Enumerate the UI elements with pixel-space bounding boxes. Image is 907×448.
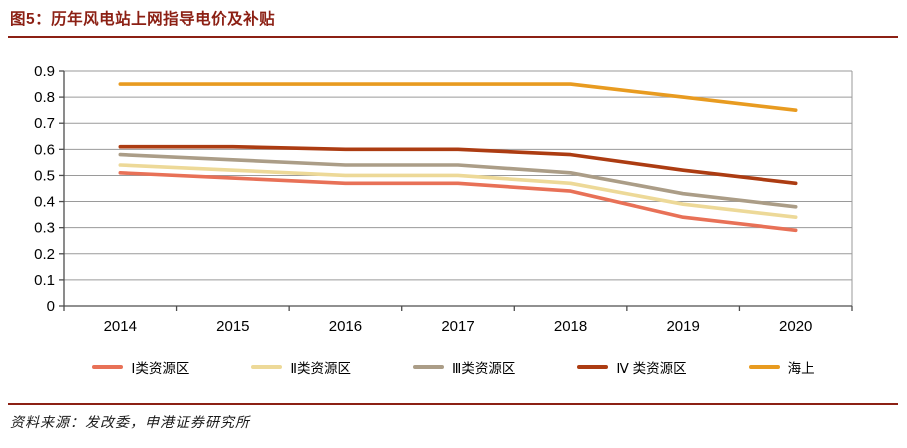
x-tick-label: 2014 bbox=[104, 318, 137, 335]
legend-label: Ⅰ类资源区 bbox=[131, 361, 190, 376]
x-tick-label: 2016 bbox=[329, 318, 362, 335]
legend-swatch bbox=[577, 365, 609, 369]
title-divider bbox=[8, 36, 898, 38]
legend-item-2: Ⅱ类资源区 bbox=[251, 357, 351, 377]
source-divider bbox=[8, 403, 898, 405]
y-tick-label: 0.5 bbox=[34, 167, 55, 184]
y-tick-label: 0.1 bbox=[34, 272, 55, 289]
series-line-4 bbox=[118, 144, 798, 186]
x-tick-label: 2019 bbox=[666, 318, 699, 335]
legend-item-3: Ⅲ类资源区 bbox=[413, 357, 515, 377]
legend-swatch bbox=[251, 365, 283, 369]
y-tick-label: 0.7 bbox=[34, 115, 55, 132]
series-line-1 bbox=[118, 171, 798, 233]
legend-item-5: 海上 bbox=[748, 357, 815, 377]
figure-title: 图5：历年风电站上网指导电价及补贴 bbox=[10, 11, 276, 28]
legend-label: 海上 bbox=[787, 361, 815, 376]
series-line-5 bbox=[118, 82, 798, 112]
x-tick-label: 2020 bbox=[779, 318, 812, 335]
legend-swatch bbox=[413, 365, 445, 369]
legend-item-4: Ⅳ 类资源区 bbox=[577, 357, 687, 377]
chart-legend: Ⅰ类资源区 Ⅱ类资源区 Ⅲ类资源区 Ⅳ 类资源区 海上 bbox=[0, 357, 907, 377]
source-text: 资料来源：发改委，申港证券研究所 bbox=[10, 415, 250, 431]
x-tick-label: 2018 bbox=[554, 318, 587, 335]
y-tick-label: 0.2 bbox=[34, 246, 55, 263]
y-tick-label: 0.6 bbox=[34, 141, 55, 158]
legend-swatch bbox=[92, 365, 124, 369]
series-line-3 bbox=[118, 152, 798, 209]
y-tick-label: 0.3 bbox=[34, 220, 55, 237]
series-line-2 bbox=[118, 163, 798, 219]
legend-label: Ⅱ类资源区 bbox=[290, 361, 352, 376]
y-tick-label: 0.4 bbox=[34, 194, 55, 211]
y-tick-label: 0.8 bbox=[34, 89, 55, 106]
legend-label: Ⅳ 类资源区 bbox=[616, 361, 687, 376]
legend-item-1: Ⅰ类资源区 bbox=[92, 357, 189, 377]
legend-swatch bbox=[748, 365, 780, 369]
x-tick-label: 2017 bbox=[441, 318, 474, 335]
legend-label: Ⅲ类资源区 bbox=[452, 361, 516, 376]
x-tick-label: 2015 bbox=[216, 318, 249, 335]
y-tick-label: 0 bbox=[47, 298, 55, 315]
y-tick-label: 0.9 bbox=[34, 63, 55, 80]
